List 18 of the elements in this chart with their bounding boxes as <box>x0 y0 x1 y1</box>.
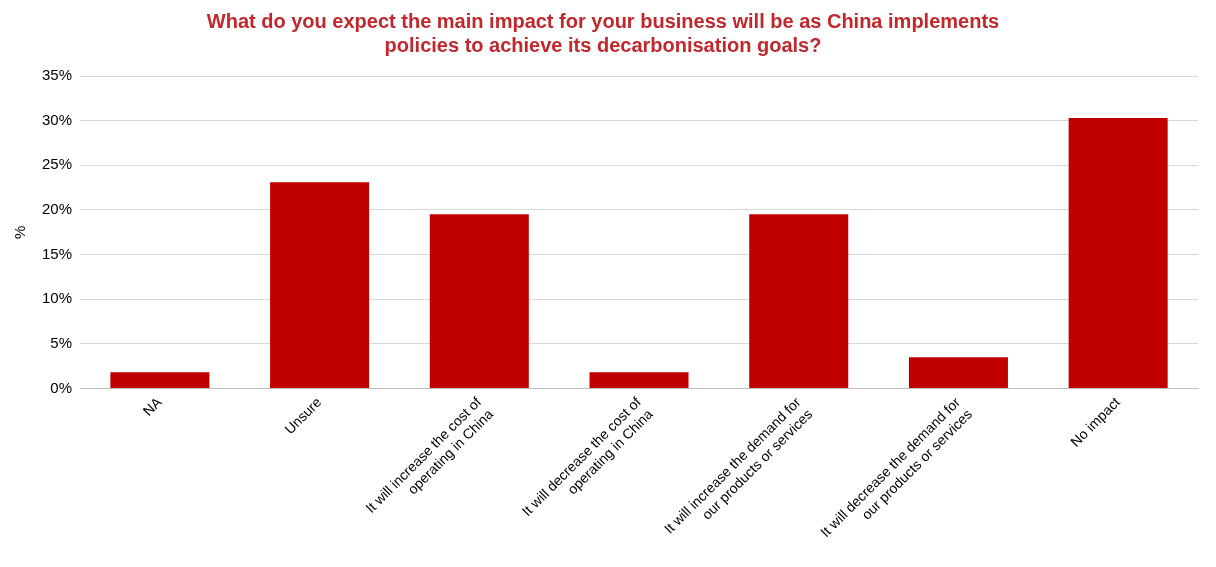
bar <box>1068 117 1168 388</box>
bar <box>270 182 370 388</box>
y-tick-label: 0% <box>50 378 73 396</box>
y-tick-label: 5% <box>50 333 73 351</box>
x-tick-label: NA <box>139 393 166 419</box>
y-tick-label: 20% <box>41 200 73 218</box>
y-tick-label: 10% <box>41 289 73 307</box>
bar <box>429 214 529 388</box>
bar <box>908 357 1008 388</box>
bar <box>589 372 689 388</box>
y-tick-label: 35% <box>41 66 73 84</box>
y-axis-title: % <box>11 225 29 239</box>
bar <box>749 214 849 388</box>
y-tick-label: 15% <box>41 244 73 262</box>
chart-title: What do you expect the main impact for your business will be as China implements policies to achieve its decarbonisation goals? <box>206 9 1000 56</box>
y-tick-label: 30% <box>41 110 73 128</box>
y-tick-label: 25% <box>41 155 73 173</box>
bar <box>110 372 210 388</box>
